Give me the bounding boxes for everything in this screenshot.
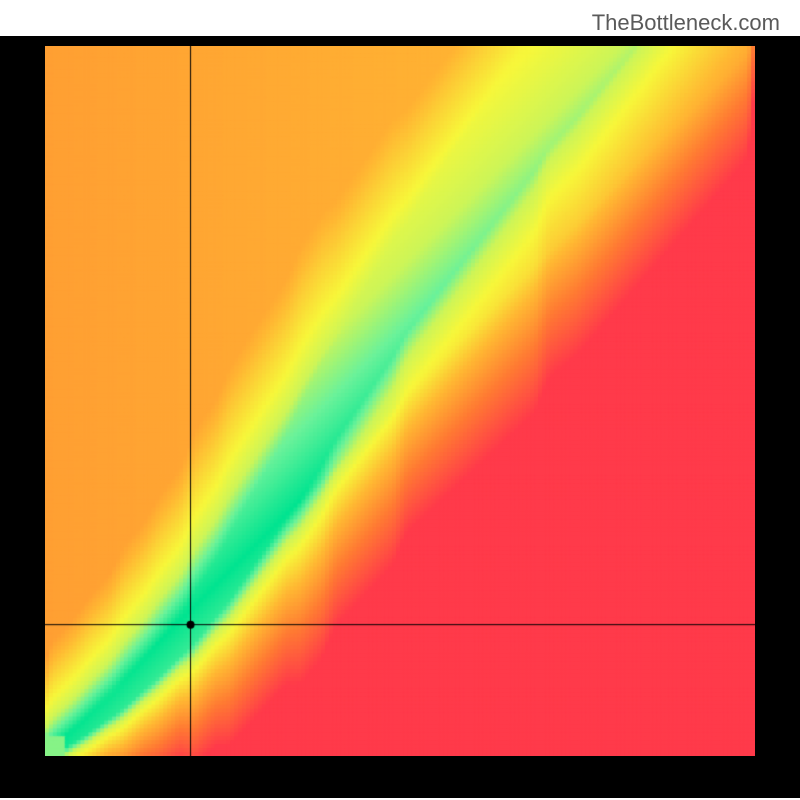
watermark-text: TheBottleneck.com <box>592 10 780 36</box>
chart-frame <box>0 36 800 798</box>
heatmap-canvas <box>45 46 755 756</box>
plot-area <box>45 46 755 756</box>
